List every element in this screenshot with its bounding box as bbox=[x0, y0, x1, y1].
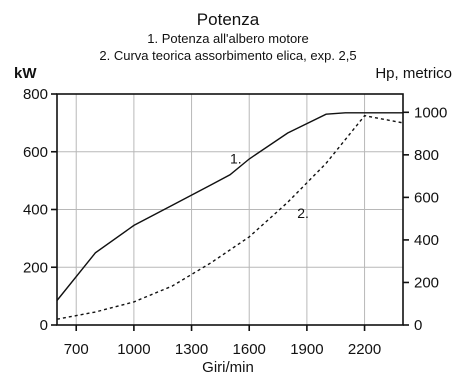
right-axis-tick-label-1000: 1000 bbox=[414, 104, 447, 121]
right-axis-tick-label-600: 600 bbox=[414, 189, 439, 206]
x-axis-tick-label-1900: 1900 bbox=[290, 341, 323, 358]
axes bbox=[51, 93, 409, 331]
series-line-2 bbox=[56, 114, 404, 320]
series-label-2: 2. bbox=[297, 205, 309, 221]
axis-tick-labels: 0 200 400 600 800 0 200 400 600 800 1000 700 1000 130… bbox=[23, 86, 447, 358]
right-axis-tick-label-800: 800 bbox=[414, 147, 439, 164]
x-axis-tick-label-700: 700 bbox=[64, 341, 89, 358]
series-label-1: 1. bbox=[230, 150, 242, 166]
left-axis-tick-label-400: 400 bbox=[23, 202, 48, 219]
right-axis-tick-label-400: 400 bbox=[414, 232, 439, 249]
left-axis-label: kW bbox=[14, 65, 37, 82]
right-axis-tick-label-200: 200 bbox=[414, 274, 439, 291]
x-axis-tick-label-1300: 1300 bbox=[175, 341, 208, 358]
x-axis-label: Giri/min bbox=[202, 359, 254, 376]
x-axis-tick-label-1600: 1600 bbox=[233, 341, 266, 358]
x-axis-tick-label-2200: 2200 bbox=[348, 341, 381, 358]
x-axis-tick-label-1000: 1000 bbox=[117, 341, 150, 358]
left-axis-tick-label-200: 200 bbox=[23, 259, 48, 276]
right-axis-label: Hp, metrico bbox=[375, 65, 452, 82]
left-axis-tick-label-600: 600 bbox=[23, 144, 48, 161]
right-axis-tick-label-0: 0 bbox=[414, 317, 422, 334]
chart-title: Potenza bbox=[197, 10, 260, 29]
left-axis-tick-label-0: 0 bbox=[40, 317, 48, 334]
grid-lines bbox=[57, 93, 403, 326]
chart-subtitle-line-2: 2. Curva teorica assorbimento elica, exp… bbox=[99, 48, 356, 63]
series-line-1 bbox=[56, 112, 403, 301]
chart-subtitle-line-1: 1. Potenza all'albero motore bbox=[147, 31, 308, 46]
left-axis-tick-label-800: 800 bbox=[23, 86, 48, 103]
series-lines bbox=[56, 112, 404, 320]
